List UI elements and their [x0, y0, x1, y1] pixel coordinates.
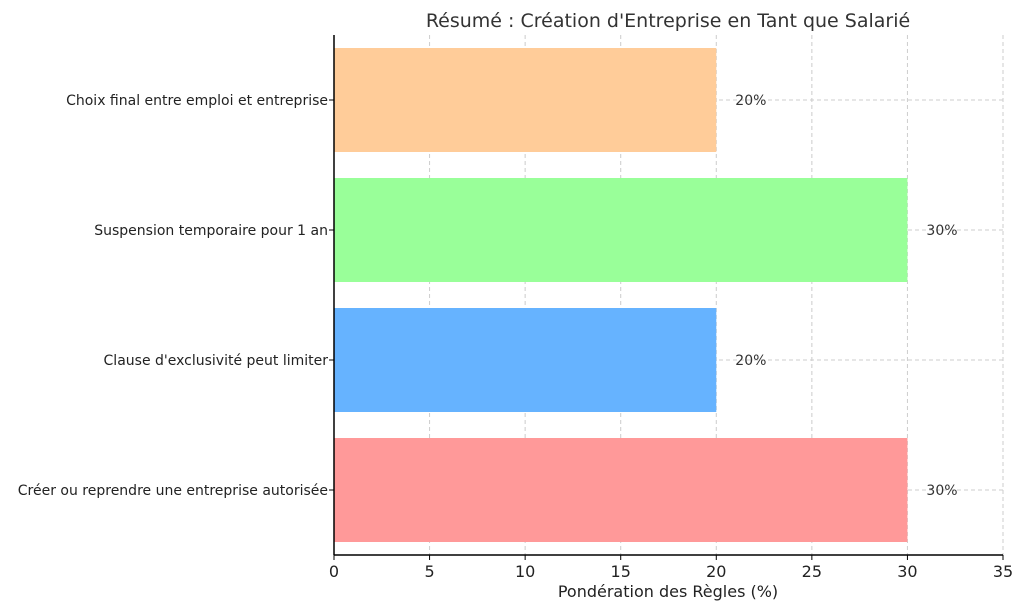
- x-axis-title: Pondération des Règles (%): [558, 582, 778, 601]
- category-label: Créer ou reprendre une entreprise autori…: [18, 483, 328, 499]
- category-label: Choix final entre emploi et entreprise: [66, 93, 328, 109]
- x-tick-label: 35: [993, 562, 1013, 581]
- x-tick-label: 10: [515, 562, 535, 581]
- bars: [334, 48, 908, 542]
- x-tick-label: 30: [897, 562, 917, 581]
- bar: [334, 48, 717, 152]
- bar: [334, 438, 908, 542]
- bar: [334, 178, 908, 282]
- x-tick-label: 25: [802, 562, 822, 581]
- bar: [334, 308, 717, 412]
- value-label: 30%: [926, 483, 957, 499]
- value-label: 20%: [735, 93, 766, 109]
- labels: 0 5 10 15 20 25 30 35 Créer ou reprendre une ent…: [18, 93, 1013, 581]
- value-label: 20%: [735, 353, 766, 369]
- x-tick-label: 20: [706, 562, 726, 581]
- axes: [329, 35, 1004, 560]
- category-label: Clause d'exclusivité peut limiter: [104, 353, 329, 369]
- x-tick-label: 5: [424, 562, 434, 581]
- chart-title: Résumé : Création d'Entreprise en Tant q…: [426, 10, 910, 32]
- value-label: 30%: [926, 223, 957, 239]
- x-tick-label: 15: [611, 562, 631, 581]
- x-tick-label: 0: [329, 562, 339, 581]
- category-label: Suspension temporaire pour 1 an: [94, 223, 328, 239]
